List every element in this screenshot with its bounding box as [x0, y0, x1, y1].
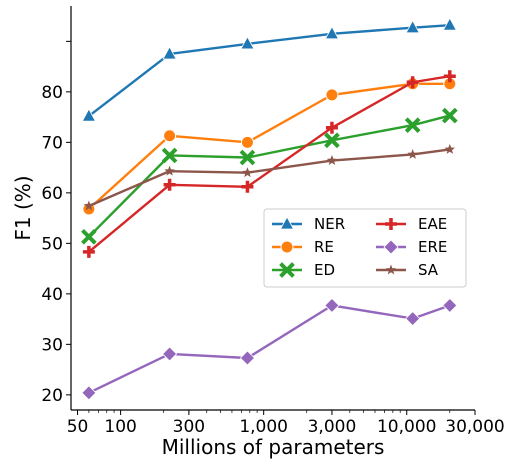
x-tick-label: 3,000 — [308, 417, 357, 437]
x-tick-label: 10,000 — [377, 417, 436, 437]
plot-area — [81, 17, 458, 401]
data-point-ner — [442, 17, 457, 31]
data-point-ed — [239, 149, 256, 166]
y-axis-title: F1 (%) — [11, 175, 35, 240]
legend: NER RE ED EAE ERE SA — [263, 208, 467, 288]
data-point-eae — [241, 180, 254, 193]
x-tick-label: 50 — [67, 417, 89, 437]
data-point-eae — [325, 121, 338, 134]
legend-label-ere: ERE — [418, 238, 447, 256]
legend-marker-sa — [385, 264, 397, 275]
series-sa — [83, 143, 456, 211]
series-ed — [81, 107, 458, 245]
legend-label-ed: ED — [314, 261, 335, 279]
data-point-ere — [81, 385, 97, 401]
legend-entry-ed: ED — [272, 261, 335, 279]
x-tick-label: 300 — [173, 417, 205, 437]
legend-marker-ed — [279, 262, 295, 278]
legend-label-eae: EAE — [418, 215, 447, 233]
data-point-ere — [324, 297, 340, 314]
data-point-sa — [326, 155, 338, 165]
legend-entry-sa: SA — [376, 261, 439, 279]
data-point-sa — [407, 148, 418, 159]
data-point-ere — [239, 350, 256, 366]
data-point-ere — [162, 346, 178, 362]
y-tick-label: 20 — [41, 386, 63, 406]
y-tick-label: 60 — [41, 184, 63, 204]
y-tick-label: 80 — [41, 83, 63, 103]
data-point-re — [240, 135, 254, 149]
data-point-sa — [83, 200, 95, 211]
legend-marker-re — [280, 240, 294, 254]
data-point-ed — [324, 132, 340, 149]
x-tick-label: 30,000 — [445, 417, 504, 437]
legend-box — [263, 208, 467, 288]
series-line-ner — [88, 23, 450, 118]
data-point-ere — [405, 311, 421, 327]
legend-label-ner: NER — [314, 215, 345, 233]
series-ner — [81, 17, 457, 122]
y-tick-label: 70 — [41, 133, 63, 153]
x-ticks: 50 100 300 1,000 3,000 10,000 30,000 — [67, 410, 505, 437]
x-axis-title: Millions of parameters — [162, 435, 385, 459]
data-point-ner — [324, 25, 340, 40]
legend-marker-ner — [279, 216, 295, 230]
data-point-eae — [443, 70, 456, 83]
data-point-ner — [162, 46, 177, 60]
series-line-sa — [88, 148, 450, 208]
data-point-sa — [444, 143, 456, 154]
x-tick-label: 1,000 — [239, 417, 288, 437]
data-point-sa — [164, 165, 175, 176]
series-eae — [82, 70, 456, 258]
legend-label-re: RE — [314, 238, 334, 256]
series-re — [82, 77, 457, 216]
legend-entry-ner: NER — [272, 215, 345, 233]
data-point-eae — [163, 178, 176, 191]
data-point-ner — [405, 19, 420, 34]
legend-entry-re: RE — [272, 238, 334, 256]
y-ticks: 20 30 40 50 60 70 80 — [41, 40, 71, 406]
series-line-ed — [88, 114, 451, 238]
data-point-ner — [240, 36, 255, 50]
data-point-ere — [442, 297, 458, 314]
y-tick-label: 50 — [41, 234, 63, 254]
legend-entry-eae: EAE — [376, 215, 447, 233]
data-point-eae — [406, 76, 419, 89]
axes — [70, 6, 475, 411]
series-ere — [81, 297, 458, 401]
data-point-eae — [82, 245, 95, 258]
data-point-ed — [441, 107, 458, 124]
data-point-ed — [81, 228, 97, 245]
series-line-eae — [88, 75, 451, 253]
x-tick-label: 100 — [104, 417, 136, 437]
data-point-re — [163, 129, 177, 143]
series-line-ere — [88, 304, 451, 394]
y-tick-label: 30 — [41, 335, 63, 355]
data-point-ed — [161, 147, 178, 164]
data-point-re — [325, 88, 339, 102]
legend-marker-eae — [385, 218, 397, 230]
legend-marker-ere — [383, 239, 399, 255]
legend-label-sa: SA — [418, 261, 439, 279]
data-point-ner — [81, 108, 97, 122]
data-point-ed — [404, 117, 421, 134]
legend-entry-ere: ERE — [376, 238, 447, 256]
y-tick-label: 40 — [41, 285, 63, 305]
data-point-sa — [242, 167, 253, 178]
series-line-re — [88, 82, 450, 210]
